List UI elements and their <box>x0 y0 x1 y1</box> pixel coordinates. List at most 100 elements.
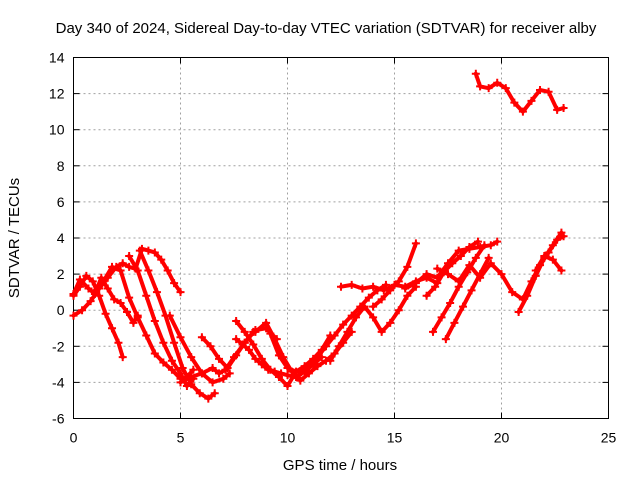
data-point <box>116 298 125 307</box>
data-point <box>118 259 127 268</box>
data-point <box>123 308 131 317</box>
data-point <box>553 105 562 114</box>
data-point <box>257 360 266 369</box>
data-point <box>178 363 187 372</box>
x-tick-label: 15 <box>387 430 403 446</box>
y-axis-title: SDTVAR / TECUs <box>6 178 23 298</box>
data-point <box>454 246 463 255</box>
data-point <box>262 318 271 327</box>
data-point <box>559 104 568 113</box>
data-point <box>208 378 217 387</box>
data-point <box>441 335 450 344</box>
data-point <box>444 270 452 279</box>
data-point <box>195 389 204 398</box>
data-point <box>429 327 438 336</box>
data-point <box>176 369 185 378</box>
y-tick-label: -4 <box>52 374 65 390</box>
data-point <box>159 358 168 367</box>
data-point <box>473 237 482 246</box>
series-track-06 <box>135 246 219 403</box>
data-point <box>270 367 279 376</box>
data-point <box>88 277 97 286</box>
data-point <box>334 342 343 351</box>
data-point <box>144 246 153 255</box>
data-point <box>480 241 489 250</box>
data-point <box>369 282 378 291</box>
data-point <box>176 333 185 342</box>
data-point <box>544 87 553 96</box>
data-point <box>527 277 536 286</box>
data-point <box>377 327 386 336</box>
data-point <box>486 259 495 268</box>
series-track-09 <box>197 327 258 372</box>
data-point <box>101 309 110 318</box>
data-point <box>187 372 196 381</box>
data-point <box>343 327 352 336</box>
data-point <box>337 282 345 291</box>
data-point <box>283 363 292 372</box>
data-point <box>244 345 253 354</box>
data-point <box>456 252 465 261</box>
data-point <box>411 239 420 248</box>
data-point <box>251 327 260 336</box>
data-point <box>493 78 502 87</box>
data-point <box>78 306 87 315</box>
data-point <box>249 340 258 349</box>
data-point <box>103 284 112 293</box>
data-point <box>465 261 474 270</box>
data-point <box>84 284 93 293</box>
x-tick-label: 5 <box>177 430 185 446</box>
data-point <box>394 306 403 315</box>
data-point <box>283 371 292 380</box>
data-point <box>322 342 331 351</box>
data-point <box>446 298 455 307</box>
grid-layer <box>73 57 609 419</box>
data-point <box>142 331 151 340</box>
data-point <box>476 82 485 91</box>
data-point <box>422 291 431 300</box>
data-point <box>176 378 185 387</box>
data-point <box>351 313 360 322</box>
series-track-20 <box>429 241 489 336</box>
data-point <box>326 356 335 365</box>
data-point <box>493 237 502 246</box>
data-point <box>150 248 159 257</box>
data-point <box>170 338 179 347</box>
series-track-21 <box>441 253 493 344</box>
data-point <box>437 313 446 322</box>
data-point <box>187 380 196 389</box>
data-point <box>294 371 303 380</box>
series-track-26 <box>531 252 566 275</box>
data-point <box>129 318 138 327</box>
data-point <box>377 295 386 304</box>
data-point <box>347 311 356 320</box>
data-point <box>232 351 241 360</box>
x-tick-label: 0 <box>70 430 78 446</box>
data-point <box>386 286 395 295</box>
data-point <box>264 365 273 374</box>
y-tick-label: 8 <box>57 158 65 174</box>
data-point <box>210 389 219 398</box>
data-point <box>225 369 234 378</box>
data-point <box>176 288 185 297</box>
series-line <box>533 254 564 273</box>
series-track-23 <box>471 69 568 116</box>
data-point <box>167 356 176 365</box>
data-point <box>553 235 562 244</box>
y-tick-label: 14 <box>49 50 65 66</box>
data-point <box>157 255 166 264</box>
data-point <box>508 288 517 297</box>
data-point <box>527 96 536 105</box>
data-point <box>465 243 474 252</box>
data-point <box>536 85 545 94</box>
data-point <box>422 270 431 279</box>
series-track-22 <box>433 259 527 304</box>
y-tick-label: -6 <box>52 411 65 427</box>
data-point <box>369 313 378 322</box>
data-point <box>454 277 463 286</box>
x-tick-label: 10 <box>280 430 296 446</box>
data-point <box>431 282 440 291</box>
data-point <box>548 255 557 264</box>
data-point <box>204 394 213 403</box>
